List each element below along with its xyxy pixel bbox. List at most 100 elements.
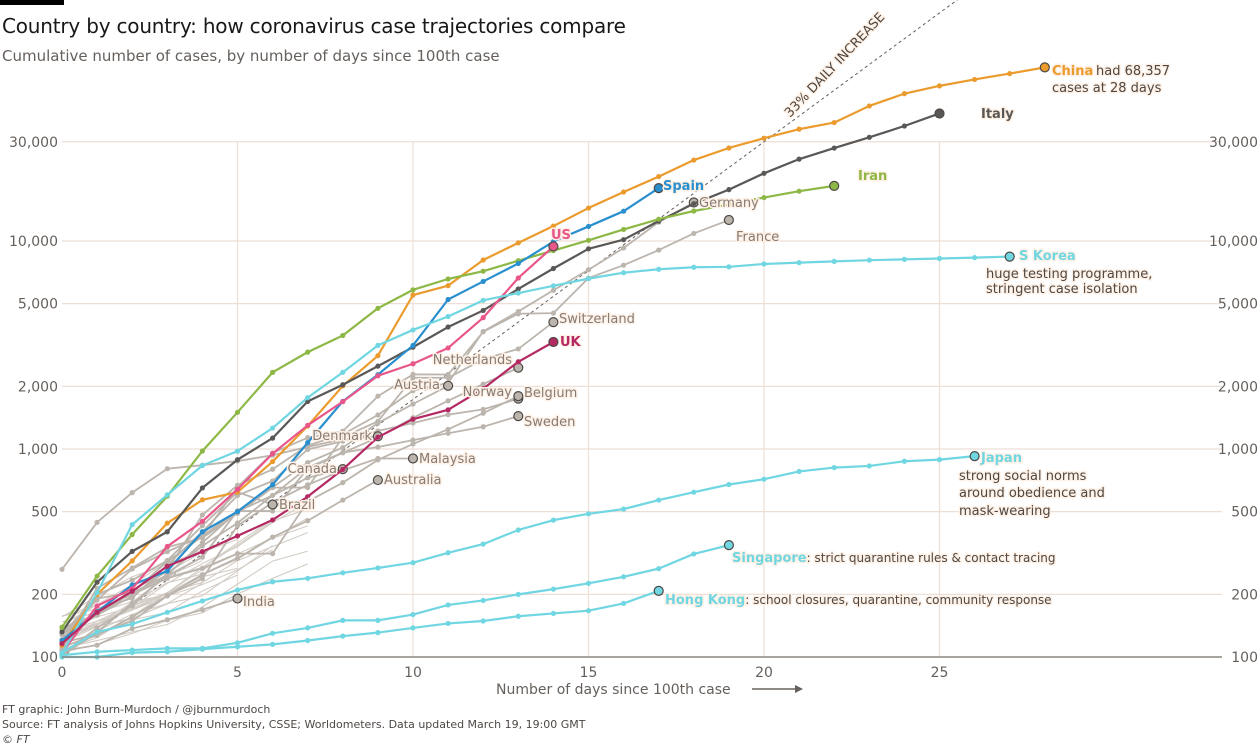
data-point <box>621 245 627 251</box>
data-point <box>340 428 346 434</box>
series-label: Brazil <box>279 498 315 513</box>
data-point <box>375 305 381 311</box>
data-point <box>480 386 486 392</box>
series-label: Netherlands <box>433 353 512 368</box>
series-end-marker <box>723 214 735 226</box>
y-tick-label-left: 5,000 <box>18 297 58 313</box>
data-point <box>410 611 416 618</box>
data-point <box>199 571 205 578</box>
data-point <box>340 570 346 576</box>
data-point <box>410 342 416 349</box>
series-line <box>61 597 238 652</box>
data-point <box>340 480 346 486</box>
series-hong-kong <box>59 585 664 660</box>
data-point <box>656 497 662 503</box>
data-point <box>59 624 65 630</box>
data-point <box>656 173 662 180</box>
data-point <box>550 265 557 272</box>
data-point <box>480 597 486 604</box>
series-iran <box>59 180 840 630</box>
data-point <box>375 363 381 369</box>
data-point <box>164 649 170 655</box>
series-end-marker <box>1039 62 1050 73</box>
data-point <box>831 145 837 151</box>
reference-line-33pct <box>61 0 959 658</box>
series-annotation: : school closures, quarantine, community… <box>745 593 1051 607</box>
data-point <box>480 410 486 416</box>
data-point <box>199 529 205 535</box>
series-label: Iran <box>858 169 887 184</box>
data-point <box>410 441 416 447</box>
series-s-korea <box>59 251 1015 657</box>
data-point <box>410 388 416 394</box>
data-point <box>901 458 908 464</box>
series-singapore <box>59 540 735 658</box>
series-labels: China had 68,357 cases at 28 days Italy Iran… <box>242 63 1172 612</box>
data-point <box>621 226 627 233</box>
data-point <box>234 533 241 539</box>
data-point <box>199 565 205 571</box>
data-point <box>410 292 416 298</box>
data-point <box>445 550 451 556</box>
data-point <box>199 598 205 604</box>
data-point <box>340 332 346 339</box>
data-point <box>445 324 451 330</box>
data-point <box>270 458 276 465</box>
data-point <box>480 257 486 263</box>
data-point <box>234 640 241 646</box>
data-point <box>691 489 697 495</box>
data-point <box>164 563 170 569</box>
series-end-marker <box>513 391 524 402</box>
data-point <box>234 409 241 415</box>
data-point <box>726 201 732 208</box>
data-point <box>375 617 381 623</box>
data-point <box>480 297 486 303</box>
data-point <box>480 541 486 547</box>
y-tick-label-right: 100 <box>1231 650 1258 666</box>
data-point <box>480 329 486 335</box>
data-point <box>234 644 241 650</box>
data-point <box>550 223 557 229</box>
data-point <box>726 145 732 151</box>
series-label: Switzerland <box>559 312 635 327</box>
data-point <box>164 529 170 535</box>
series-line <box>61 415 519 630</box>
data-point <box>515 311 521 317</box>
data-point <box>340 497 346 503</box>
data-point <box>234 486 241 492</box>
data-point <box>270 517 276 523</box>
data-point <box>270 641 276 647</box>
data-point <box>340 369 346 375</box>
data-point <box>340 436 346 442</box>
series-annotation: huge testing programme, <box>986 267 1152 282</box>
data-point <box>585 237 592 243</box>
series-end-marker <box>513 411 524 422</box>
data-point <box>480 307 486 314</box>
y-tick-label-right: 10,000 <box>1209 234 1258 250</box>
y-tick-label-right: 5,000 <box>1218 297 1258 313</box>
chart-subtitle: Cumulative number of cases, by number of… <box>2 47 500 65</box>
series-label: Italy <box>981 107 1014 122</box>
data-point <box>305 494 311 500</box>
y-tick-label-left: 500 <box>31 505 58 521</box>
data-point <box>691 264 697 270</box>
data-point <box>621 506 627 512</box>
data-point <box>480 268 486 274</box>
data-point <box>410 416 416 422</box>
data-point <box>550 310 557 316</box>
data-point <box>94 597 100 603</box>
data-point <box>375 342 381 348</box>
data-point <box>410 327 416 333</box>
x-tick-label: 5 <box>233 665 242 681</box>
y-tick-label-left: 1,000 <box>18 442 58 458</box>
data-point <box>199 448 205 454</box>
data-point <box>410 420 416 426</box>
series-line <box>61 435 378 570</box>
data-point <box>656 266 662 272</box>
data-point <box>445 602 451 608</box>
data-point <box>621 574 627 580</box>
data-point <box>340 444 346 451</box>
data-point <box>585 246 592 252</box>
series-end-marker <box>829 180 840 191</box>
data-point <box>270 630 276 636</box>
